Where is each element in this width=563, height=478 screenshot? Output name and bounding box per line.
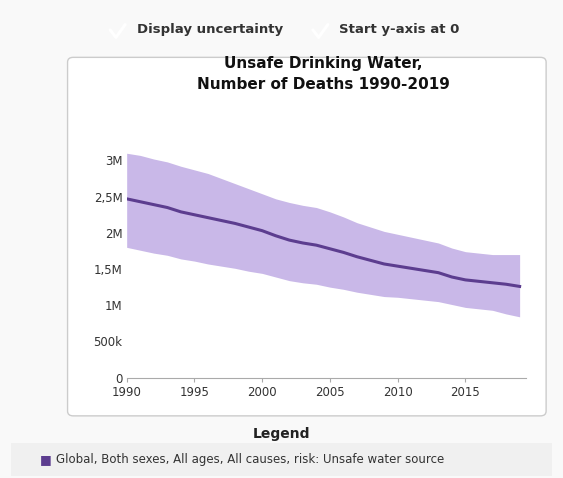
Text: Unsafe Drinking Water,
Number of Deaths 1990-2019: Unsafe Drinking Water, Number of Deaths … [197,56,450,92]
Text: Global, Both sexes, All ages, All causes, risk: Unsafe water source: Global, Both sexes, All ages, All causes… [56,453,445,466]
Text: Start y-axis at 0: Start y-axis at 0 [339,23,460,36]
Text: Display uncertainty: Display uncertainty [137,23,283,36]
Text: Legend: Legend [253,426,310,441]
Text: ■: ■ [39,453,51,466]
